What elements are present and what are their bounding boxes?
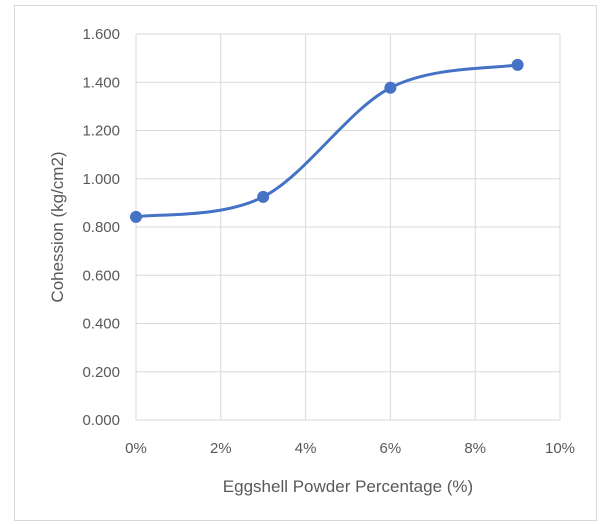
x-tick-label: 4%: [295, 440, 317, 457]
data-point: [257, 190, 270, 203]
y-tick-label: 1.200: [82, 123, 120, 140]
y-tick-label: 0.800: [82, 219, 120, 236]
y-tick-label: 1.000: [82, 171, 120, 188]
data-points: [130, 58, 524, 223]
data-point: [384, 81, 397, 94]
y-axis-title: Cohession (kg/cm2): [48, 151, 67, 302]
x-tick-label: 0%: [125, 440, 147, 457]
y-tick-label: 0.600: [82, 267, 120, 284]
x-tick-label: 10%: [545, 440, 575, 457]
x-tick-label: 2%: [210, 440, 232, 457]
series-line: [135, 63, 518, 219]
data-point: [130, 210, 142, 223]
y-axis-ticks: 0.000 0.200 0.400 0.600 0.800 1.000 1.200 1.400…: [82, 26, 120, 429]
y-tick-label: 0.400: [82, 316, 120, 333]
y-tick-label: 1.400: [82, 74, 120, 91]
y-tick-label: 0.000: [82, 412, 120, 429]
y-tick-label: 0.200: [82, 364, 120, 381]
y-tick-label: 1.600: [82, 26, 120, 43]
x-axis-title: Eggshell Powder Percentage (%): [223, 477, 473, 496]
x-tick-label: 6%: [380, 440, 402, 457]
x-tick-label: 8%: [464, 440, 486, 457]
data-point: [511, 58, 524, 71]
grid: [135, 33, 561, 421]
x-axis-ticks: 0% 2% 4% 6% 8% 10%: [125, 440, 575, 457]
